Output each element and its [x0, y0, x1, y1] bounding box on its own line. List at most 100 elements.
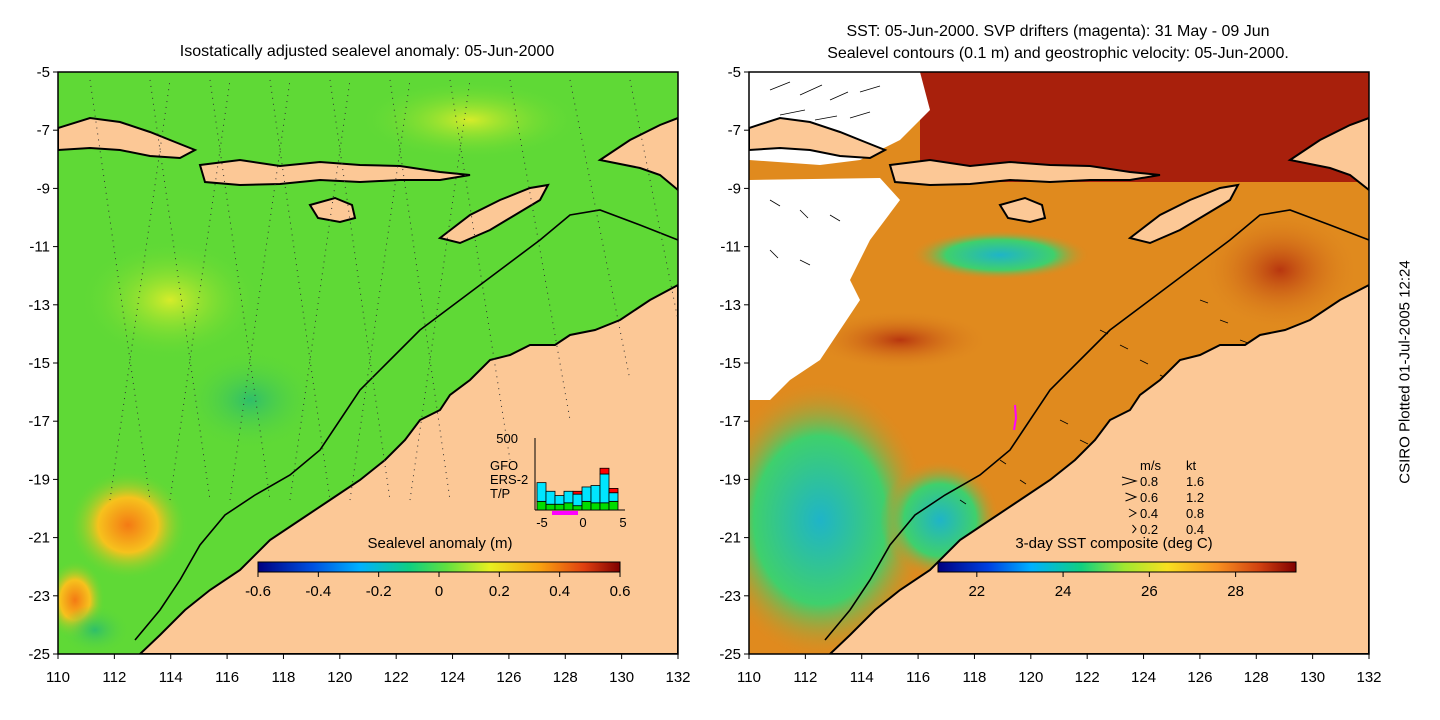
velocity-legend-ms: 0.4	[1140, 506, 1158, 521]
left-x-tick-label: 120	[327, 669, 352, 686]
left-y-axis: -5 -7 -9 -11 -13 -15 -17 -19 -21 -23 -25	[28, 64, 58, 663]
right-y-tick-label: -11	[720, 239, 741, 256]
right-panel-title-line2: Sealevel contours (0.1 m) and geostrophi…	[827, 45, 1289, 62]
histogram-bar-tp	[572, 505, 583, 511]
histogram-bar-ers	[608, 492, 619, 502]
colorbar-tick-label: -0.2	[366, 583, 392, 600]
right-drifter-track	[1013, 404, 1018, 431]
right-colorbar-ticks: 22 24 26 28	[968, 572, 1244, 600]
histogram-bars	[536, 467, 619, 511]
velocity-legend-header-kt: kt	[1186, 458, 1197, 473]
right-sunda-islands	[888, 158, 1161, 187]
left-yellow-anomaly	[360, 80, 580, 160]
left-x-tick-label: 114	[159, 669, 183, 686]
right-y-axis: -5 -7 -9 -11 -13 -15 -17 -19 -21 -23 -25	[719, 64, 749, 663]
right-y-tick-label: -7	[728, 122, 741, 139]
histogram-bar-ers	[545, 490, 556, 505]
left-y-tick-label: -13	[28, 297, 50, 314]
histogram-legend-ers2: ERS-2	[490, 472, 528, 487]
velocity-legend-arrow	[1132, 524, 1137, 534]
right-y-tick-label: -15	[719, 355, 741, 372]
histogram-bar-ers	[581, 486, 592, 502]
left-x-axis: 110 112 114 116 118 120 122 124 126 128 130 132	[46, 654, 691, 686]
left-x-tick-label: 110	[46, 669, 70, 686]
left-x-tick-label: 112	[102, 669, 126, 686]
right-y-tick-label: -5	[728, 64, 741, 81]
velocity-legend-ms: 0.2	[1140, 522, 1158, 537]
right-x-tick-label: 112	[793, 669, 817, 686]
histogram-bar-tp	[536, 500, 547, 511]
left-x-tick-label: 118	[271, 669, 295, 686]
histogram-bar-ers	[599, 473, 610, 504]
right-hot-spot	[1200, 210, 1360, 330]
left-x-tick-label: 132	[665, 669, 690, 686]
velocity-legend-rows: 0.8 1.60.6 1.20.4 0.80.2 0.4	[1121, 474, 1204, 537]
colorbar-tick-label: 0.6	[610, 583, 631, 600]
left-colorbar-ramp	[257, 561, 621, 573]
right-y-tick-label: -13	[719, 297, 741, 314]
right-x-tick-label: 114	[850, 669, 874, 686]
right-y-tick-label: -17	[719, 413, 741, 430]
histogram-bar-tp	[563, 502, 574, 511]
right-y-tick-label: -9	[728, 180, 741, 197]
right-x-tick-label: 128	[1244, 669, 1269, 686]
colorbar-tick-label: -0.6	[245, 583, 271, 600]
right-x-tick-label: 120	[1018, 669, 1043, 686]
velocity-legend-arrow	[1121, 476, 1138, 486]
right-colorbar-ramp	[937, 561, 1297, 573]
left-y-tick-label: -17	[28, 413, 50, 430]
left-x-tick-label: 116	[215, 669, 239, 686]
histogram-bar-tp	[554, 503, 565, 511]
left-y-tick-label: -15	[28, 355, 50, 372]
left-northern-islands	[597, 116, 678, 192]
right-x-tick-label: 110	[737, 669, 761, 686]
histogram-bar-tp	[608, 500, 619, 511]
histogram-legend-tp: T/P	[490, 486, 510, 501]
histogram-ymax-label: 500	[496, 431, 518, 446]
histogram-xtick-0: -5	[536, 515, 548, 530]
left-colorbar-title: Sealevel anomaly (m)	[367, 535, 512, 552]
left-y-tick-label: -19	[28, 471, 50, 488]
histogram-bar-ers	[590, 485, 601, 504]
left-yellow-anomaly-2	[80, 240, 260, 360]
left-x-tick-label: 128	[553, 669, 578, 686]
left-low-anomaly-2	[60, 605, 130, 654]
velocity-legend-arrow	[1125, 492, 1138, 502]
right-x-tick-label: 122	[1075, 669, 1100, 686]
right-x-tick-label: 126	[1187, 669, 1212, 686]
left-x-tick-label: 124	[440, 669, 465, 686]
histogram-bar-ers	[554, 495, 565, 505]
left-colorbar: Sealevel anomaly (m) -0.6 -0.4 -0.2 0 0.2 0.4…	[245, 535, 630, 600]
right-x-tick-label: 132	[1356, 669, 1381, 686]
colorbar-tick-label: -0.4	[305, 583, 331, 600]
left-shelf-contour	[134, 209, 678, 641]
histogram-bar-gfo	[572, 490, 583, 495]
right-shelf-contour	[824, 209, 1369, 641]
left-colorbar-ticks: -0.6 -0.4 -0.2 0 0.2 0.4 0.6	[245, 572, 630, 600]
left-low-anomaly	[180, 350, 320, 450]
colorbar-tick-label: 0.2	[489, 583, 510, 600]
colorbar-tick-label: 26	[1141, 583, 1158, 600]
right-timor-island	[1127, 183, 1240, 245]
inset-histogram: 500 -5 0 5 GFO ERS-2 T/P	[490, 431, 627, 530]
histogram-xtick-1: 0	[579, 515, 586, 530]
left-y-tick-label: -5	[37, 64, 50, 81]
right-colorbar-title: 3-day SST composite (deg C)	[1015, 535, 1212, 552]
histogram-bar-gfo	[599, 467, 610, 475]
right-y-tick-label: -25	[719, 646, 741, 663]
right-java-island	[749, 116, 888, 160]
right-cloud-mask	[749, 178, 900, 400]
right-x-tick-label: 118	[962, 669, 986, 686]
histogram-bar-tp	[581, 500, 592, 511]
right-hot-band	[810, 310, 990, 370]
velocity-legend-header-ms: m/s	[1140, 458, 1161, 473]
histogram-bar-ers	[536, 482, 547, 502]
left-y-tick-label: -21	[28, 530, 50, 547]
velocity-legend-kt: 1.2	[1186, 490, 1204, 505]
histogram-bar-tp	[599, 502, 610, 511]
histogram-bar-ers	[572, 493, 583, 507]
velocity-legend-ms: 0.6	[1140, 490, 1158, 505]
histogram-bar-ers	[563, 490, 574, 504]
velocity-legend-ms: 0.8	[1140, 474, 1158, 489]
